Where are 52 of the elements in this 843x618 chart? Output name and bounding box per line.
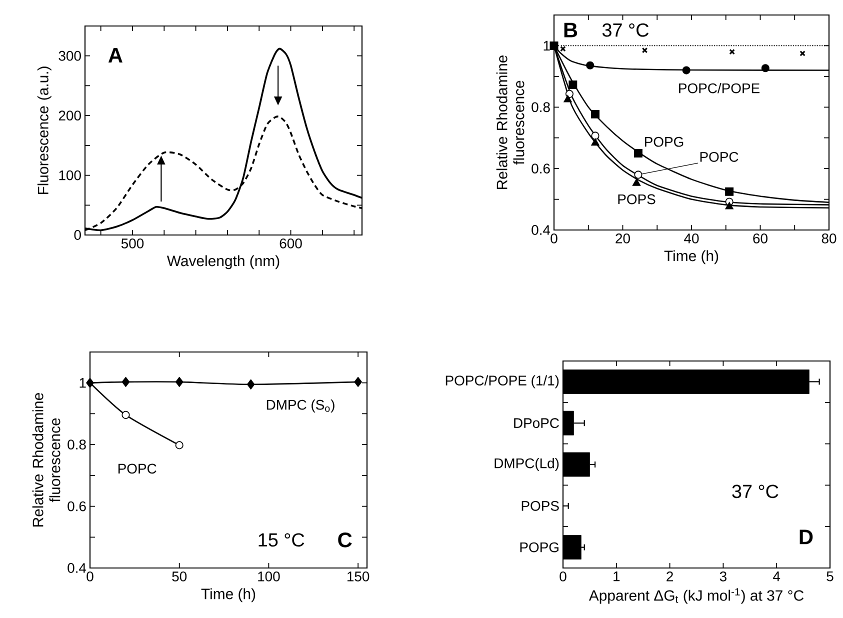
x-tick-label: 1 [614,572,620,582]
chart-title: B [564,22,578,38]
x-axis-title: Time (h) [664,250,718,264]
y-axis-title: Relative Rhodamine fluorescence [32,393,60,526]
series-label: POPS [618,194,656,204]
y-tick-label: 0.6 [68,501,86,512]
text: C [338,532,352,548]
x-tick-label: 600 [280,238,302,248]
series-label: DMPC (S$_{o}$) [266,400,334,412]
y-tick-label: 0.8 [68,440,86,450]
y-tick-label: 0.4 [532,225,550,235]
x-tick-label: 20 [616,234,630,244]
annotation: 37 °C [602,23,649,37]
text: A [108,48,122,62]
legend-label: POPC [118,464,156,474]
x-tick-label: 4 [773,572,780,582]
x-tick-label: 500 [121,238,144,248]
y-tick-label: DMPC(Ld) [494,458,559,472]
y-axis-title: Fluorescence (a.u.) [37,66,52,194]
x-tick-label: 2 [666,572,673,582]
x-tick-label: 0 [86,572,94,582]
y-tick-label: 300 [58,50,81,61]
annotation: 15 °C [258,533,304,547]
x-tick-label: 5 [826,572,834,582]
x-axis-title: Wavelength (nm) [166,255,280,270]
y-tick-label: 1 [80,378,86,388]
y-tick-label: 0.4 [68,563,86,573]
x-tick-label: 50 [172,572,187,582]
y-tick-label: 100 [59,170,81,180]
x-tick-label: 60 [753,234,768,244]
y-tick-label: 200 [58,110,81,121]
series-label: POPC/POPE [679,82,760,94]
series-label: POPG [644,136,684,147]
x-axis-title: Apparent ΔG$_{t}$ (kJ mol$^{-1}$) at 37 °C [588,588,804,604]
x-tick-label: 80 [822,234,836,244]
y-tick-label: DPoPC [514,418,559,428]
y-tick-label: POPS [522,500,559,511]
y-axis-title: Relative Rhodamine fluorescence [496,56,524,189]
y-tick-label: POPC/POPE (1/1) [446,375,559,388]
x-tick-label: 150 [347,572,370,582]
x-tick-label: 3 [720,572,726,582]
x-tick-label: 100 [258,572,280,582]
text: D [800,530,813,544]
y-tick-label: 1 [544,40,550,51]
x-axis-title: Time (h) [201,588,256,602]
y-tick-label: POPG [520,542,558,552]
text: POPC [700,152,738,162]
annotation: 37 °C [732,484,778,498]
y-tick-label: 0.6 [532,164,550,174]
x-tick-label: 0 [560,572,566,582]
x-tick-label: 40 [684,234,699,244]
y-tick-label: 0.8 [532,102,550,112]
